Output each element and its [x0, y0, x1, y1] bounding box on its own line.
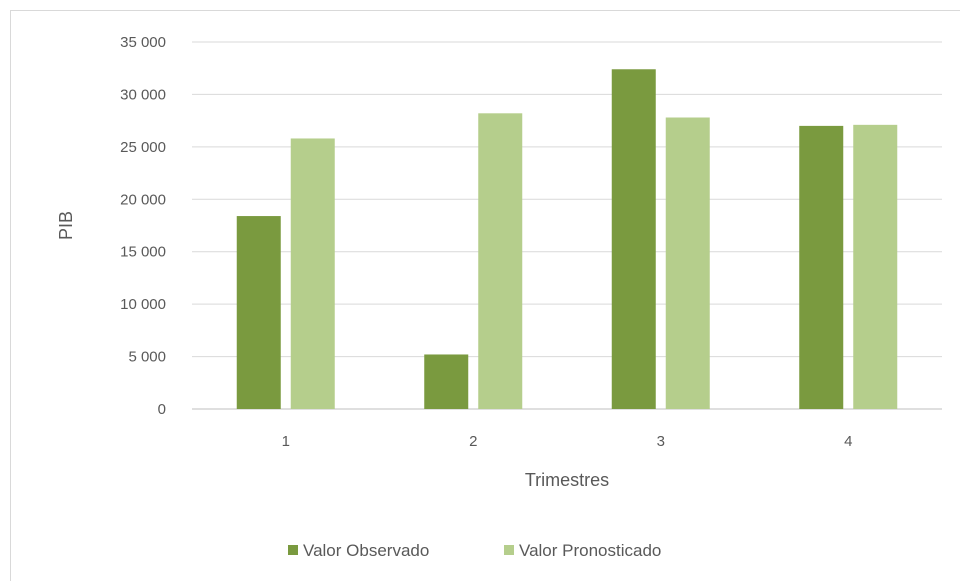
- bar-valor-observado-q2: [424, 354, 469, 409]
- legend-swatch: [288, 545, 298, 555]
- bar-valor-pronosticado-q4: [853, 124, 898, 409]
- x-tick-label: 3: [657, 433, 665, 450]
- y-tick-label: 10 000: [120, 296, 166, 313]
- y-tick-label: 15 000: [120, 244, 166, 261]
- legend-label: Valor Pronosticado: [519, 541, 661, 560]
- bar-valor-observado-q3: [611, 69, 656, 410]
- chart-frame: [10, 10, 960, 581]
- bars: [236, 69, 898, 410]
- y-tick-label: 35 000: [120, 34, 166, 51]
- y-tick-label: 5 000: [128, 349, 166, 366]
- x-tick-label: 2: [469, 433, 477, 450]
- x-tick-label: 1: [282, 433, 290, 450]
- bar-valor-pronosticado-q3: [665, 117, 710, 410]
- x-tick-label: 4: [844, 433, 852, 450]
- legend-label: Valor Observado: [303, 541, 429, 560]
- bar-valor-observado-q1: [236, 216, 281, 409]
- y-axis-title: PIB: [56, 211, 76, 240]
- y-tick-labels: 0 5 000 10 000 15 000 20 000 25 000 30 000 35 0…: [120, 34, 166, 418]
- y-tick-label: 20 000: [120, 191, 166, 208]
- legend-swatch: [504, 545, 514, 555]
- x-tick-labels: 1 2 3 4: [282, 433, 853, 450]
- legend: Valor Observado Valor Pronosticado: [288, 541, 661, 560]
- bar-valor-observado-q4: [799, 125, 844, 409]
- bar-valor-pronosticado-q2: [478, 113, 523, 409]
- x-axis-title: Trimestres: [525, 470, 609, 490]
- y-tick-label: 30 000: [120, 86, 166, 103]
- y-tick-label: 25 000: [120, 139, 166, 156]
- y-tick-label: 0: [158, 401, 166, 418]
- bar-valor-pronosticado-q1: [290, 138, 335, 409]
